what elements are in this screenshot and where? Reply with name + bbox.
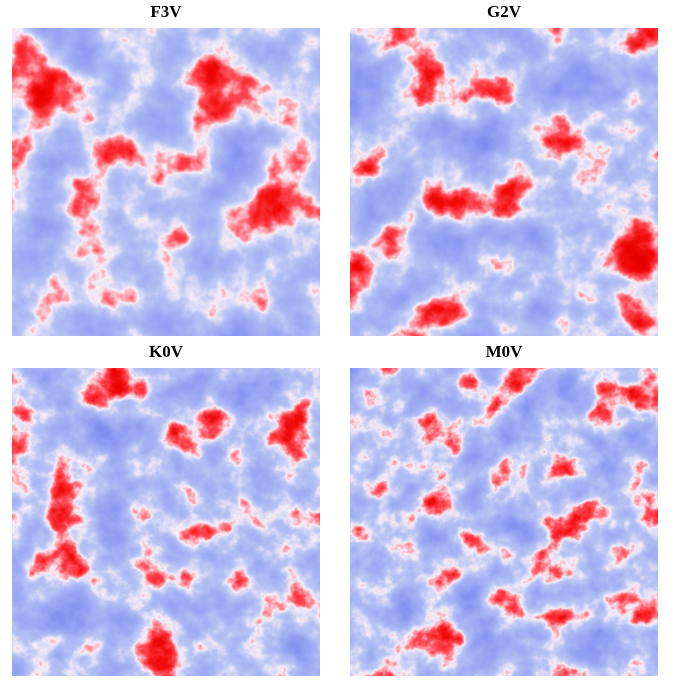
panel-title: F3V bbox=[150, 2, 182, 21]
simulation-map bbox=[350, 368, 658, 676]
panel-title: K0V bbox=[149, 342, 184, 361]
simulation-map bbox=[350, 28, 658, 336]
panel-title: M0V bbox=[486, 342, 524, 361]
simulation-map bbox=[12, 28, 320, 336]
panel-title: G2V bbox=[487, 2, 522, 21]
simulation-map bbox=[12, 368, 320, 676]
